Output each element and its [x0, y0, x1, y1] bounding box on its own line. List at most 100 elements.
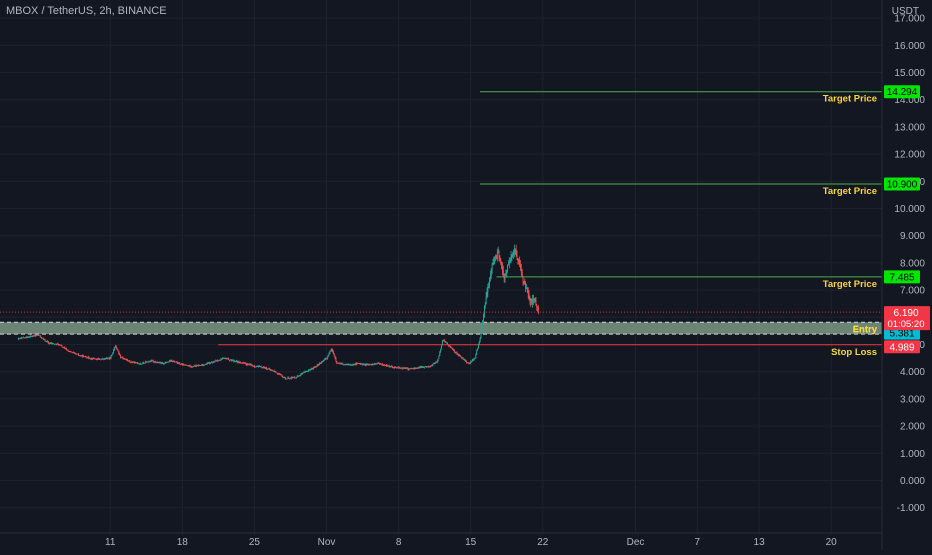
candle-body — [388, 365, 390, 367]
candle-body — [141, 363, 143, 365]
candle-body — [474, 357, 476, 359]
candle-body — [317, 364, 319, 366]
candle-body — [230, 359, 232, 361]
candle-body — [38, 334, 40, 336]
candle-body — [26, 337, 28, 338]
candle-body — [116, 348, 118, 350]
candle-body — [532, 298, 534, 301]
candle-body — [417, 368, 419, 369]
time-axis[interactable]: 11 18 25 Nov 8 15 22 Dec 7 13 20 — [0, 532, 882, 548]
candle-body — [516, 255, 518, 260]
candle-body — [77, 354, 79, 356]
candle-body — [18, 338, 20, 340]
candle-body — [84, 356, 85, 357]
candle-body — [58, 344, 60, 346]
target-price-label: Target Price — [823, 94, 877, 105]
x-tick-label: 8 — [396, 537, 402, 548]
candle-body — [160, 362, 162, 364]
candle-body — [330, 350, 332, 352]
candle-body — [340, 363, 342, 365]
candle-body — [413, 367, 415, 369]
candle-body — [364, 364, 366, 366]
y-tick-label: 13.000 — [894, 122, 925, 133]
candle-body — [221, 358, 223, 360]
candle-body — [136, 362, 138, 364]
candle-body — [225, 358, 227, 360]
candle-body — [220, 358, 222, 360]
candle-body — [379, 363, 381, 365]
currency-label: USDT — [892, 6, 919, 17]
candle-body — [237, 361, 239, 363]
candle-body — [24, 337, 26, 339]
candle-body — [287, 377, 289, 379]
candle-body — [271, 369, 273, 371]
candle-body — [238, 361, 240, 363]
candle-body — [166, 361, 168, 363]
candle-body — [188, 365, 190, 367]
candle-body — [60, 345, 62, 347]
candle-body — [132, 361, 134, 363]
candle-body — [485, 297, 487, 305]
candle-body — [512, 252, 514, 255]
candle-body — [499, 257, 501, 262]
candle-body — [302, 372, 303, 375]
candle-body — [232, 359, 234, 361]
candle-body — [147, 361, 149, 363]
candle-body — [273, 370, 275, 372]
candle-body — [56, 343, 58, 345]
candle-body — [452, 348, 454, 350]
candle-body — [28, 337, 30, 338]
x-tick-label: 7 — [695, 537, 701, 548]
candle-body — [308, 370, 309, 372]
candle-body — [361, 363, 363, 365]
candle-body — [156, 361, 157, 363]
candle-body — [314, 367, 315, 368]
candle-body — [217, 360, 218, 362]
candle-body — [176, 361, 178, 364]
candle-body — [208, 362, 210, 364]
candle-body — [253, 366, 254, 367]
candle-body — [328, 353, 330, 355]
candle-body — [135, 362, 137, 364]
candle-body — [284, 377, 286, 380]
candle-body — [155, 361, 157, 363]
candle-body — [17, 338, 19, 340]
candle-body — [97, 358, 99, 360]
candle-body — [286, 378, 288, 380]
candle-body — [493, 261, 495, 263]
candle-body — [138, 363, 139, 365]
candle-body — [268, 368, 270, 370]
x-tick-label: 25 — [249, 537, 261, 548]
candle-body — [140, 363, 142, 365]
candle-body — [511, 254, 513, 257]
candle-body — [113, 349, 115, 353]
candle-body — [248, 364, 250, 366]
candle-body — [326, 358, 327, 360]
candle-body — [29, 337, 30, 338]
candle-body — [386, 365, 388, 367]
candle-body — [87, 356, 89, 359]
candle-body — [41, 337, 42, 339]
candle-body — [374, 363, 376, 365]
candle-body — [120, 354, 121, 358]
candle-body — [303, 372, 305, 374]
candle-body — [393, 367, 394, 369]
candle-body — [513, 252, 515, 254]
candle-body — [528, 293, 530, 301]
candle-body — [183, 364, 185, 366]
candle-body — [463, 358, 465, 360]
candle-body — [105, 358, 107, 360]
candle-body — [175, 361, 177, 363]
candle-body — [327, 354, 329, 357]
candle-body — [380, 363, 382, 365]
candle-body — [59, 344, 61, 346]
candle-body — [275, 371, 277, 373]
candle-body — [476, 350, 478, 354]
candle-body — [502, 270, 504, 277]
candle-body — [247, 363, 249, 365]
candle-body — [337, 362, 339, 364]
candle-body — [174, 361, 176, 363]
candle-body — [264, 367, 266, 369]
